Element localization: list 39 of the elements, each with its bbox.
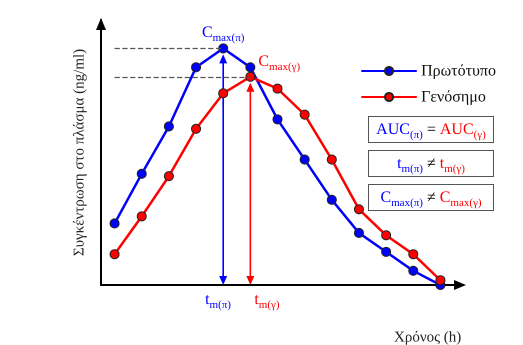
point — [245, 72, 256, 82]
point — [164, 121, 174, 132]
point — [164, 171, 174, 182]
point — [218, 88, 228, 98]
text: t$_{m(π)}$ — [205, 291, 231, 311]
point — [136, 168, 147, 179]
point — [326, 194, 337, 205]
x-axis-title: Χρόνος (h) — [394, 330, 462, 345]
text: t$_{m(γ)}$ — [254, 291, 280, 311]
text-box: t$_{m(π)}$ ≠ t$_{m(γ)}$ — [368, 150, 494, 177]
point — [218, 43, 228, 54]
point — [408, 249, 418, 260]
annotation: C$_{max(γ)}$ — [258, 52, 300, 73]
point — [381, 246, 392, 257]
point — [136, 211, 147, 222]
y-axis-title: Συγκέντρωση στο πλάσμα (ng/ml) — [72, 48, 88, 256]
point — [110, 249, 120, 260]
annotation: t$_{m(π)}$ ≠ t$_{m(γ)}$ — [397, 154, 465, 174]
point — [381, 230, 392, 240]
text-box: C$_{max(π)}$ ≠ C$_{max(γ)}$ — [368, 184, 494, 211]
point — [272, 114, 282, 124]
point — [245, 62, 256, 72]
point — [408, 266, 418, 276]
point — [326, 154, 337, 165]
point — [272, 84, 282, 94]
text-box: AUC$_{(π)}$ = AUC$_{(γ)}$ — [368, 116, 494, 143]
point — [300, 154, 310, 165]
legend-label: Πρωτότυπο — [421, 62, 496, 80]
point — [435, 275, 446, 286]
text: C$_{max(π)}$ — [202, 24, 244, 44]
point — [191, 124, 202, 134]
point — [191, 62, 202, 72]
legend-label: Γενόσημο — [421, 88, 486, 106]
annotation: AUC$_{(π)}$ = AUC$_{(γ)}$ — [376, 120, 486, 140]
annotation: C$_{max(π)}$ ≠ C$_{max(γ)}$ — [380, 188, 482, 208]
point — [300, 110, 310, 120]
point — [110, 218, 120, 228]
point — [354, 204, 364, 214]
point — [354, 228, 364, 238]
